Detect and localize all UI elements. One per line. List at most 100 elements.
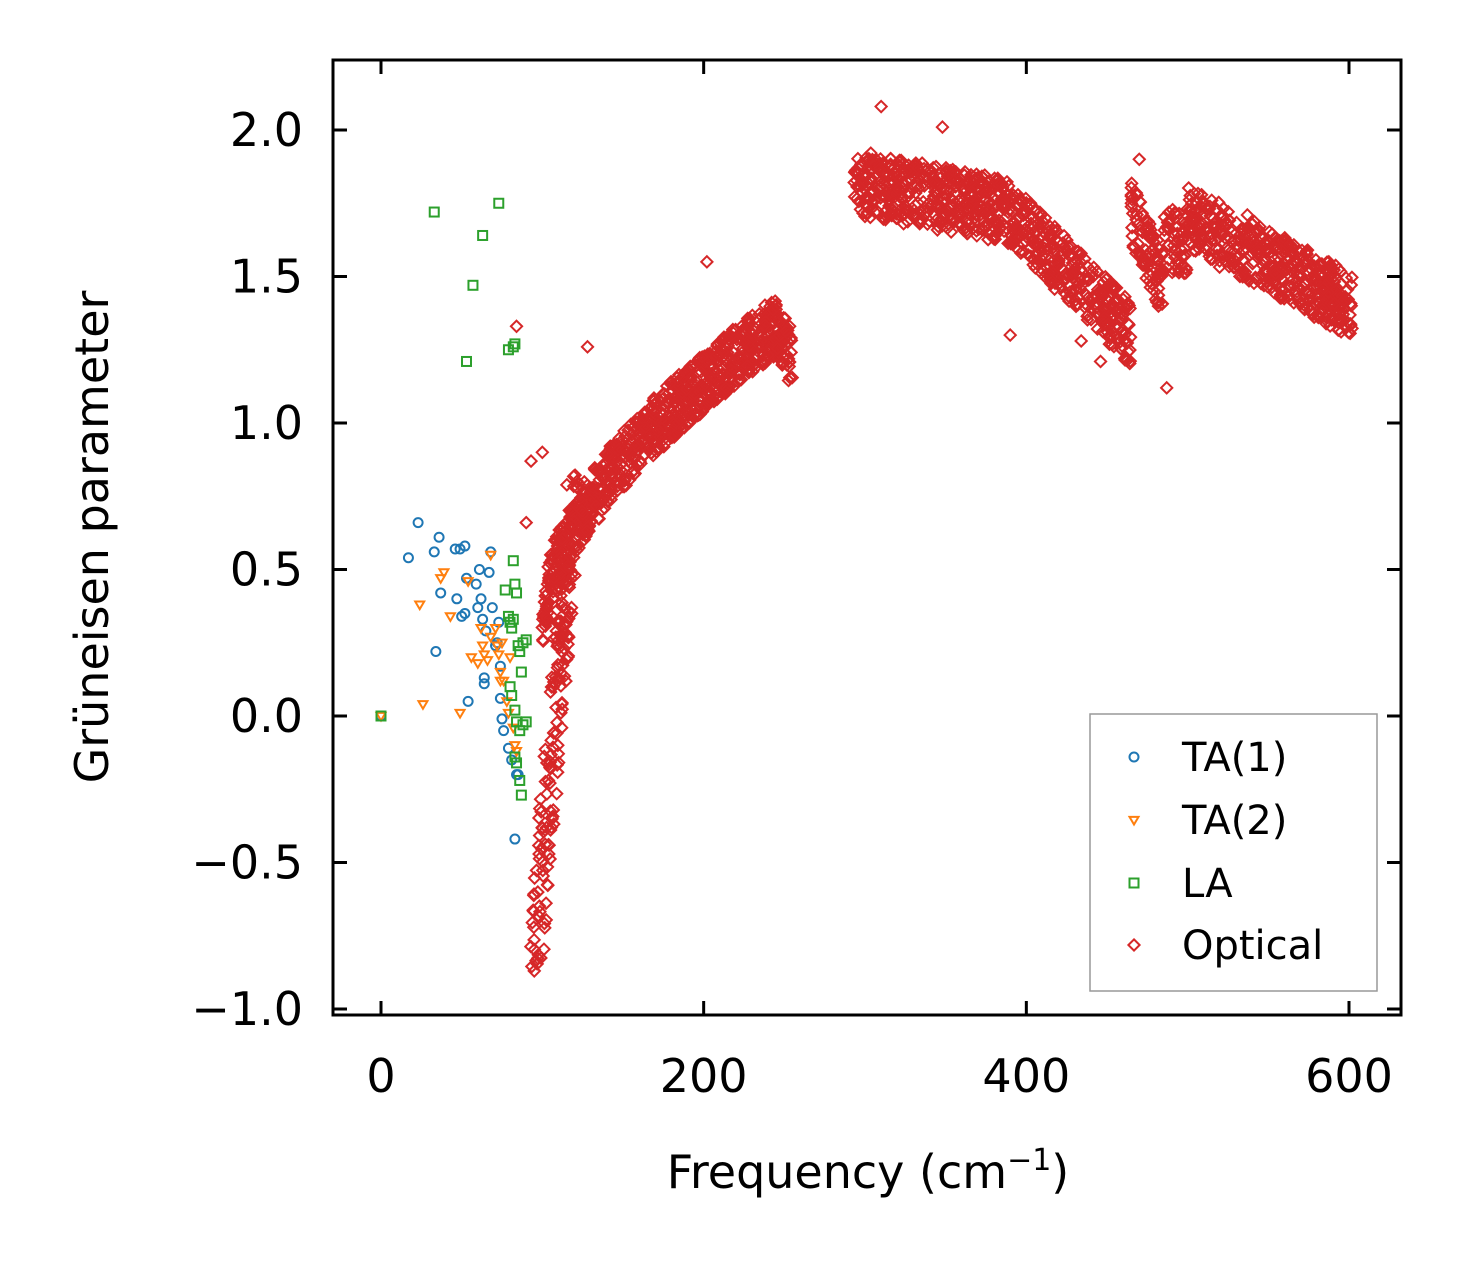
point-optical [1254,268,1269,283]
point-optical [563,517,578,532]
point-ta-2 [437,568,451,579]
point-optical [1172,206,1187,221]
point-optical [1105,281,1120,296]
point-optical [950,209,965,224]
point-optical [769,306,784,321]
legend-label-ta-1: TA(1) [1181,735,1287,781]
point-optical [1197,240,1212,255]
point-optical [566,469,581,484]
point-optical [694,364,709,380]
point-ta-1 [449,543,461,555]
point-optical [1302,289,1317,304]
point-optical [682,392,697,407]
point-optical [1339,270,1354,286]
point-ta-2 [374,711,388,723]
point-optical [1313,266,1328,281]
point-optical [524,959,539,974]
point-optical [1168,206,1183,221]
point-optical [551,613,566,628]
point-optical [580,339,595,354]
point-optical [1023,216,1039,231]
point-optical [964,189,979,204]
point-optical [734,372,749,387]
point-optical [1005,237,1020,252]
axis-ticks [333,60,1401,1015]
point-optical [984,208,999,223]
point-optical [651,423,666,438]
point-optical [605,479,620,494]
point-ta-1 [478,672,490,684]
point-optical [1168,243,1183,258]
legend: TA(1) TA(2) LA Optical [1089,713,1378,992]
point-optical [850,151,865,166]
point-la [507,613,519,625]
point-la [514,774,526,786]
point-ta-1 [478,678,490,690]
y-tick-label: −1.0 [191,982,303,1036]
point-optical [1220,218,1235,233]
point-optical [570,523,586,538]
point-optical [553,665,568,680]
point-optical [859,150,874,165]
point-optical [776,310,791,325]
point-optical [1093,354,1108,369]
point-optical [622,449,637,464]
point-optical [1187,203,1202,218]
point-la [467,279,479,291]
point-optical [535,445,550,460]
point-optical [589,463,604,478]
point-optical [964,184,979,199]
point-optical [751,337,766,352]
point-optical [983,196,998,211]
scatter-marks [374,99,1360,978]
point-optical [536,633,551,649]
point-optical [1141,214,1156,229]
point-optical [851,161,866,176]
point-optical [1211,231,1226,246]
point-optical [1034,217,1049,232]
point-optical [663,376,678,391]
point-optical [525,915,540,930]
point-optical [526,888,541,903]
point-optical [1315,301,1330,317]
point-optical [544,820,559,835]
point-optical [561,611,576,626]
legend-label-optical: Optical [1182,923,1323,969]
point-optical [548,669,563,684]
point-optical [1048,276,1063,291]
point-optical [684,376,699,391]
point-optical [1097,325,1112,340]
point-optical [992,185,1007,200]
point-optical [615,442,630,457]
point-optical [861,191,876,206]
point-optical [872,159,887,174]
point-optical [933,171,948,186]
point-optical [1246,254,1262,269]
point-optical [555,702,570,717]
point-optical [1324,272,1339,287]
point-optical [1212,253,1227,269]
point-optical [610,483,625,498]
point-optical [1102,277,1117,292]
point-optical [1124,176,1139,191]
legend-marker-ta-1 [1128,751,1140,763]
point-optical [1113,341,1128,356]
legend-label-ta-2: TA(2) [1181,798,1287,844]
point-optical [1110,304,1126,319]
point-optical [928,176,943,191]
point-la [509,704,521,716]
point-optical [675,385,690,400]
point-optical [535,620,550,635]
point-optical [891,182,906,197]
point-optical [1205,219,1220,234]
point-optical [544,679,559,695]
point-optical [1086,269,1101,284]
point-optical [543,804,558,819]
point-optical [618,443,633,458]
point-optical [1133,250,1148,265]
point-optical [1121,317,1136,332]
point-optical [1139,214,1154,229]
point-optical [549,786,564,801]
point-optical [1284,256,1299,271]
point-ta-2 [474,623,488,635]
